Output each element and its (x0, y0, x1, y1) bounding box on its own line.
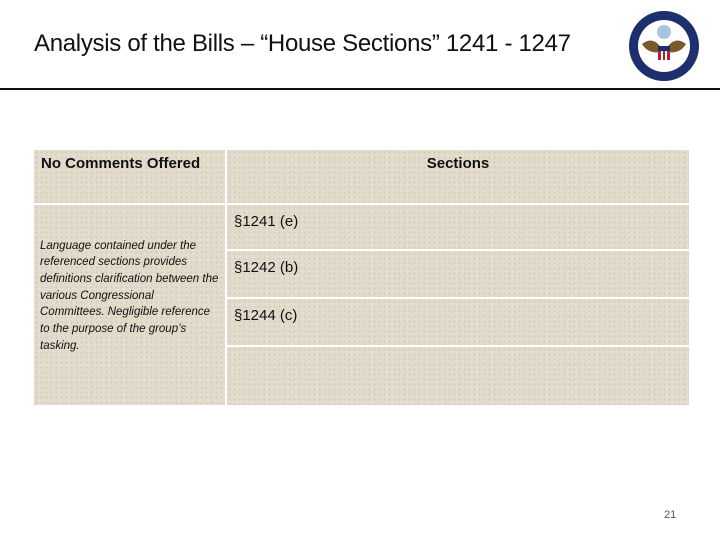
section-row (227, 347, 689, 405)
section-row: §1244 (c) (227, 299, 689, 345)
page-number: 21 (664, 509, 677, 521)
slide-title: Analysis of the Bills – “House Sections”… (34, 30, 571, 57)
description-cell: Language contained under the referenced … (34, 205, 225, 405)
section-row: §1242 (b) (227, 251, 689, 297)
title-divider (0, 88, 720, 90)
department-of-state-seal-logo (629, 11, 699, 81)
section-row: §1241 (e) (227, 205, 689, 249)
description-text: Language contained under the referenced … (40, 239, 219, 352)
header-sections: Sections (227, 150, 689, 203)
header-no-comments: No Comments Offered (34, 150, 225, 203)
